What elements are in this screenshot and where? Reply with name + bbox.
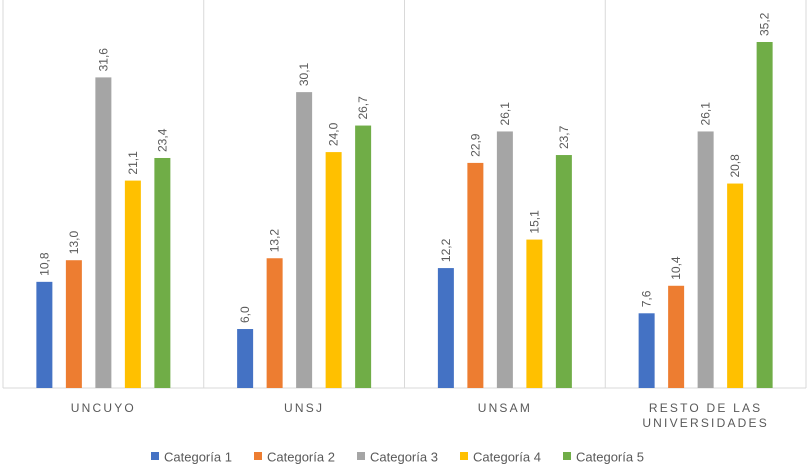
data-label: 23,4 <box>155 128 169 152</box>
bar <box>727 183 744 388</box>
legend-swatch <box>254 452 262 460</box>
legend-swatch <box>460 452 468 460</box>
data-label: 22,9 <box>468 133 482 157</box>
data-label: 23,7 <box>557 125 571 149</box>
bar <box>638 313 655 388</box>
data-label: 12,2 <box>439 238 453 262</box>
data-label: 30,1 <box>297 62 311 86</box>
category-label: RESTO DE LAS <box>649 401 763 415</box>
bar <box>467 162 484 388</box>
legend-swatch <box>151 452 159 460</box>
category-label: UNCUYO <box>71 401 136 415</box>
bar <box>697 131 714 389</box>
bar <box>555 155 572 388</box>
data-label: 26,7 <box>356 96 370 120</box>
legend-label: Categoría 4 <box>473 450 541 465</box>
category-label: UNIVERSIDADES <box>642 416 769 430</box>
data-label: 26,1 <box>699 102 713 126</box>
bars <box>36 42 773 389</box>
legend-label: Categoría 3 <box>370 450 438 465</box>
data-label: 13,2 <box>268 229 282 253</box>
legend-swatch <box>357 452 365 460</box>
bar <box>437 268 454 388</box>
data-label: 26,1 <box>498 102 512 126</box>
data-label: 10,4 <box>669 256 683 280</box>
data-label: 10,8 <box>37 252 51 276</box>
bar <box>355 125 372 388</box>
data-label: 20,8 <box>728 154 742 178</box>
data-label: 31,6 <box>96 48 110 72</box>
bar <box>756 42 773 388</box>
bar <box>95 77 112 389</box>
bar <box>266 258 283 388</box>
legend-label: Categoría 1 <box>164 450 232 465</box>
bar <box>325 152 342 388</box>
data-label: 13,0 <box>67 231 81 255</box>
data-label: 15,1 <box>527 210 541 234</box>
data-label: 6,0 <box>238 306 252 323</box>
data-label: 21,1 <box>126 151 140 175</box>
bar <box>154 157 171 388</box>
legend: Categoría 1 Categoría 2 Categoría 3 Categor… <box>151 450 644 465</box>
bar <box>296 92 313 389</box>
data-label: 7,6 <box>640 290 654 307</box>
bar <box>237 329 254 388</box>
category-label: UNSJ <box>284 401 324 415</box>
bar <box>36 281 53 388</box>
data-labels: 10,8 13,0 31,6 21,1 23,4 6,0 13,2 30,1 24,0 26,7 1… <box>37 12 771 323</box>
bar <box>496 131 513 389</box>
bar <box>124 180 141 388</box>
bar <box>65 260 82 388</box>
legend-label: Categoría 5 <box>576 450 644 465</box>
category-label: UNSAM <box>478 401 532 415</box>
legend-swatch <box>563 452 571 460</box>
data-label: 35,2 <box>758 12 772 36</box>
legend-label: Categoría 2 <box>267 450 335 465</box>
bar <box>668 285 685 388</box>
bar <box>526 239 543 388</box>
data-label: 24,0 <box>327 122 341 146</box>
